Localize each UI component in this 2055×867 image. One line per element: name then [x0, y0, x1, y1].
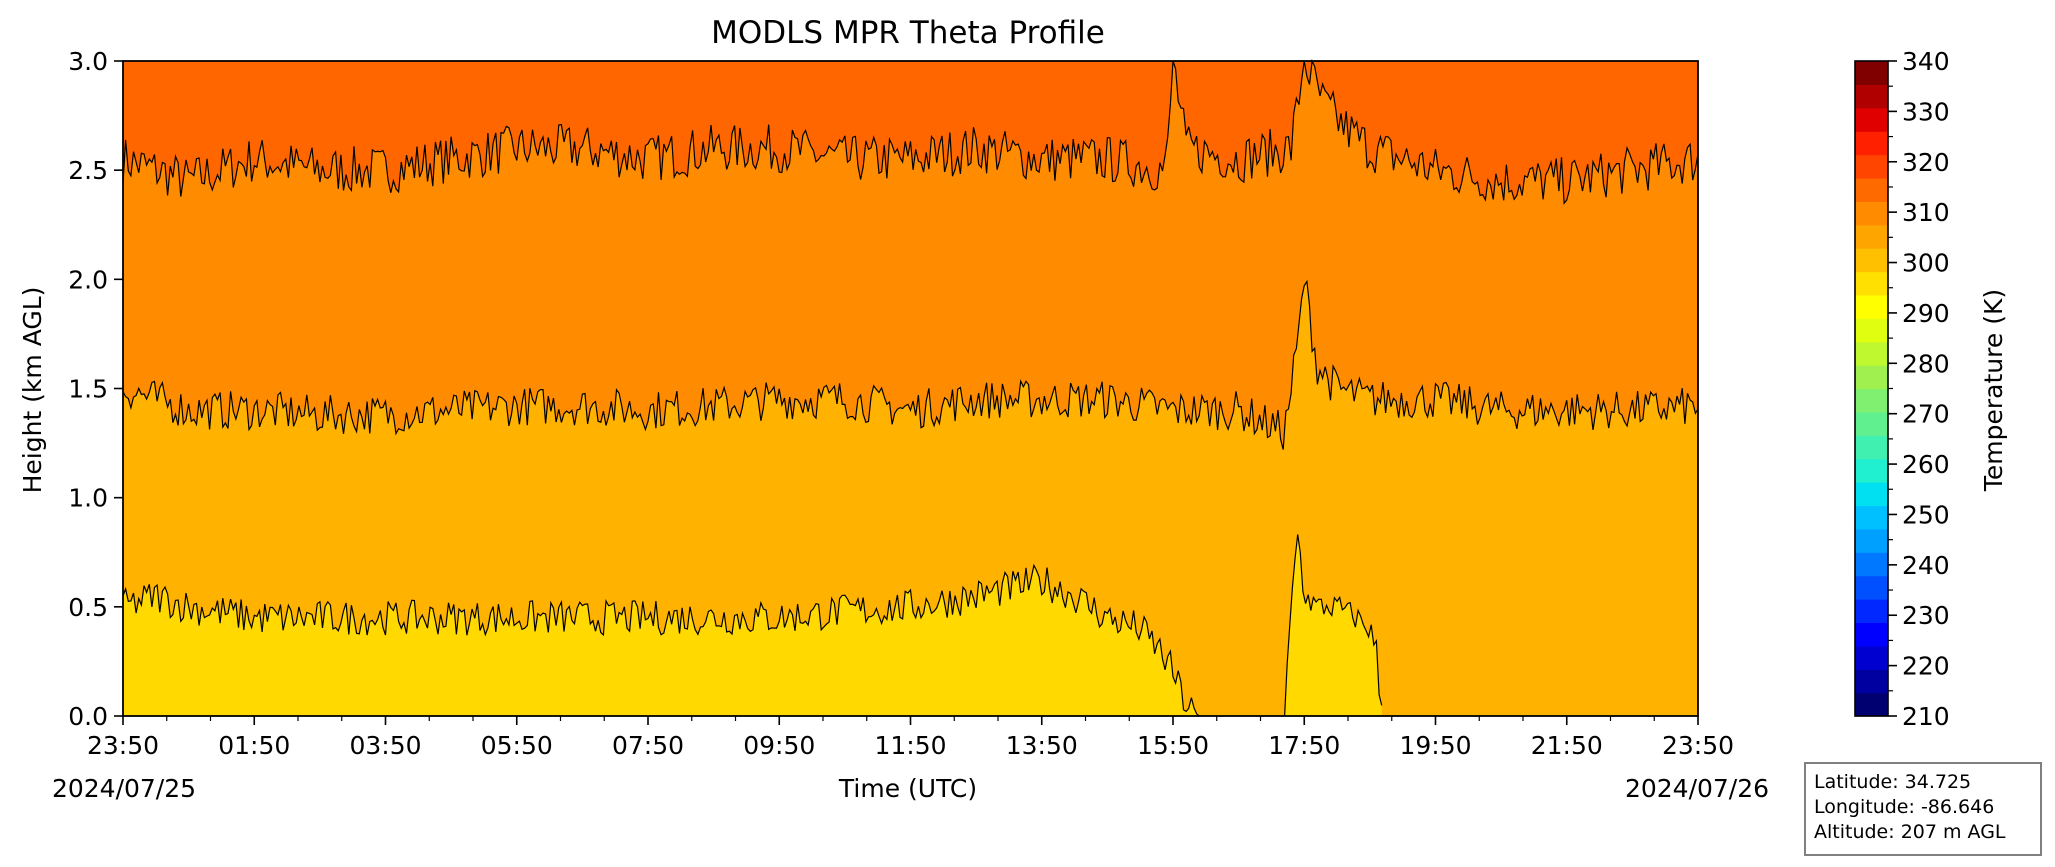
colorbar-tick-label: 250	[1902, 500, 1950, 529]
fill-band-300-305-region-1	[123, 565, 1200, 716]
x-tick-label: 23:50	[87, 731, 159, 760]
colorbar-segment	[1855, 505, 1888, 530]
latitude-text: Latitude: 34.725	[1814, 771, 1972, 793]
colorbar-segment	[1855, 411, 1888, 436]
colorbar-tick-label: 230	[1902, 601, 1950, 630]
x-tick-label: 23:50	[1662, 731, 1734, 760]
y-tick-label: 2.5	[68, 156, 108, 185]
colorbar-segment	[1855, 669, 1888, 694]
colorbar-segment	[1855, 388, 1888, 413]
y-tick-label: 2.0	[68, 265, 108, 294]
x-tick-label: 17:50	[1268, 731, 1340, 760]
y-tick-label: 1.5	[68, 375, 108, 404]
x-tick-label: 05:50	[481, 731, 553, 760]
contour-line-305-b	[1284, 534, 1383, 717]
colorbar-label: Temperature (K)	[1979, 289, 2008, 492]
colorbar-tick-label: 340	[1902, 47, 1950, 76]
colorbar-segment	[1855, 458, 1888, 483]
colorbar-segment	[1855, 224, 1888, 249]
colorbar-segment	[1855, 294, 1888, 319]
x-tick-label: 21:50	[1531, 731, 1603, 760]
y-axis: 0.0 0.5 1.0 1.5 2.0 2.5 3.0	[68, 47, 123, 731]
colorbar-segment	[1855, 131, 1888, 156]
x-tick-label: 11:50	[874, 731, 946, 760]
colorbar-segment	[1855, 341, 1888, 366]
colorbar-tick-label: 210	[1902, 702, 1950, 731]
x-tick-label: 01:50	[218, 731, 290, 760]
x-tick-label: 07:50	[612, 731, 684, 760]
contour-line-310	[122, 279, 1699, 450]
colorbar-tick-label: 280	[1902, 349, 1950, 378]
contour-line-315	[122, 58, 1699, 205]
colorbar-segment	[1855, 622, 1888, 647]
x-axis-label: Time (UTC)	[838, 774, 977, 803]
colorbar-segment	[1855, 645, 1888, 670]
y-tick-label: 3.0	[68, 47, 108, 76]
colorbar-segment	[1855, 201, 1888, 226]
colorbar-segment	[1855, 575, 1888, 600]
colorbar-segment	[1855, 271, 1888, 296]
x-tick-label: 13:50	[1006, 731, 1078, 760]
altitude-text: Altitude: 207 m AGL	[1814, 821, 2006, 843]
x-axis: 23:50 01:50 03:50 05:50 07:50 09:50 11:50 13:50…	[87, 716, 1734, 760]
colorbar-segment	[1855, 482, 1888, 507]
colorbar-segment	[1855, 154, 1888, 179]
longitude-text: Longitude: -86.646	[1814, 796, 1995, 818]
x-tick-label: 03:50	[349, 731, 421, 760]
colorbar-segment	[1855, 318, 1888, 343]
colorbar-segment	[1855, 599, 1888, 624]
x-tick-label: 15:50	[1137, 731, 1209, 760]
plot-area	[122, 58, 1699, 717]
colorbar-tick-label: 240	[1902, 551, 1950, 580]
date-start-label: 2024/07/25	[52, 774, 196, 803]
colorbar-segment	[1855, 248, 1888, 273]
colorbar-tick-label: 270	[1902, 400, 1950, 429]
colorbar-segment	[1855, 435, 1888, 460]
y-axis-label: Height (km AGL)	[18, 287, 47, 494]
colorbar-tick-label: 320	[1902, 148, 1950, 177]
location-info-box: Latitude: 34.725 Longitude: -86.646 Alti…	[1804, 762, 2042, 856]
y-tick-label: 0.0	[68, 702, 108, 731]
colorbar-segment	[1855, 177, 1888, 202]
colorbar-segment	[1855, 528, 1888, 553]
colorbar-tick-label: 260	[1902, 450, 1950, 479]
date-end-label: 2024/07/26	[1625, 774, 1769, 803]
colorbar-segment	[1855, 552, 1888, 577]
colorbar-segment	[1855, 61, 1888, 85]
colorbar-segment	[1855, 365, 1888, 390]
colorbar-tick-label: 290	[1902, 299, 1950, 328]
y-tick-label: 0.5	[68, 593, 108, 622]
contour-line-305-a	[122, 563, 1200, 717]
chart-title: MODLS MPR Theta Profile	[711, 15, 1105, 51]
colorbar: 210 220 230 240 250 260 270 280 290 300 310 320 330 3…	[1854, 47, 1950, 731]
fill-band-315-320	[123, 61, 1698, 204]
colorbar-segment	[1855, 84, 1888, 109]
colorbar-tick-label: 330	[1902, 97, 1950, 126]
x-tick-label: 09:50	[743, 731, 815, 760]
y-tick-label: 1.0	[68, 484, 108, 513]
colorbar-segment	[1855, 692, 1888, 717]
fill-band-300-305-region-2	[1284, 534, 1382, 716]
colorbar-segment	[1855, 107, 1888, 132]
colorbar-tick-label: 310	[1902, 198, 1950, 227]
x-tick-label: 19:50	[1399, 731, 1471, 760]
colorbar-tick-label: 300	[1902, 249, 1950, 278]
colorbar-tick-label: 220	[1902, 652, 1950, 681]
